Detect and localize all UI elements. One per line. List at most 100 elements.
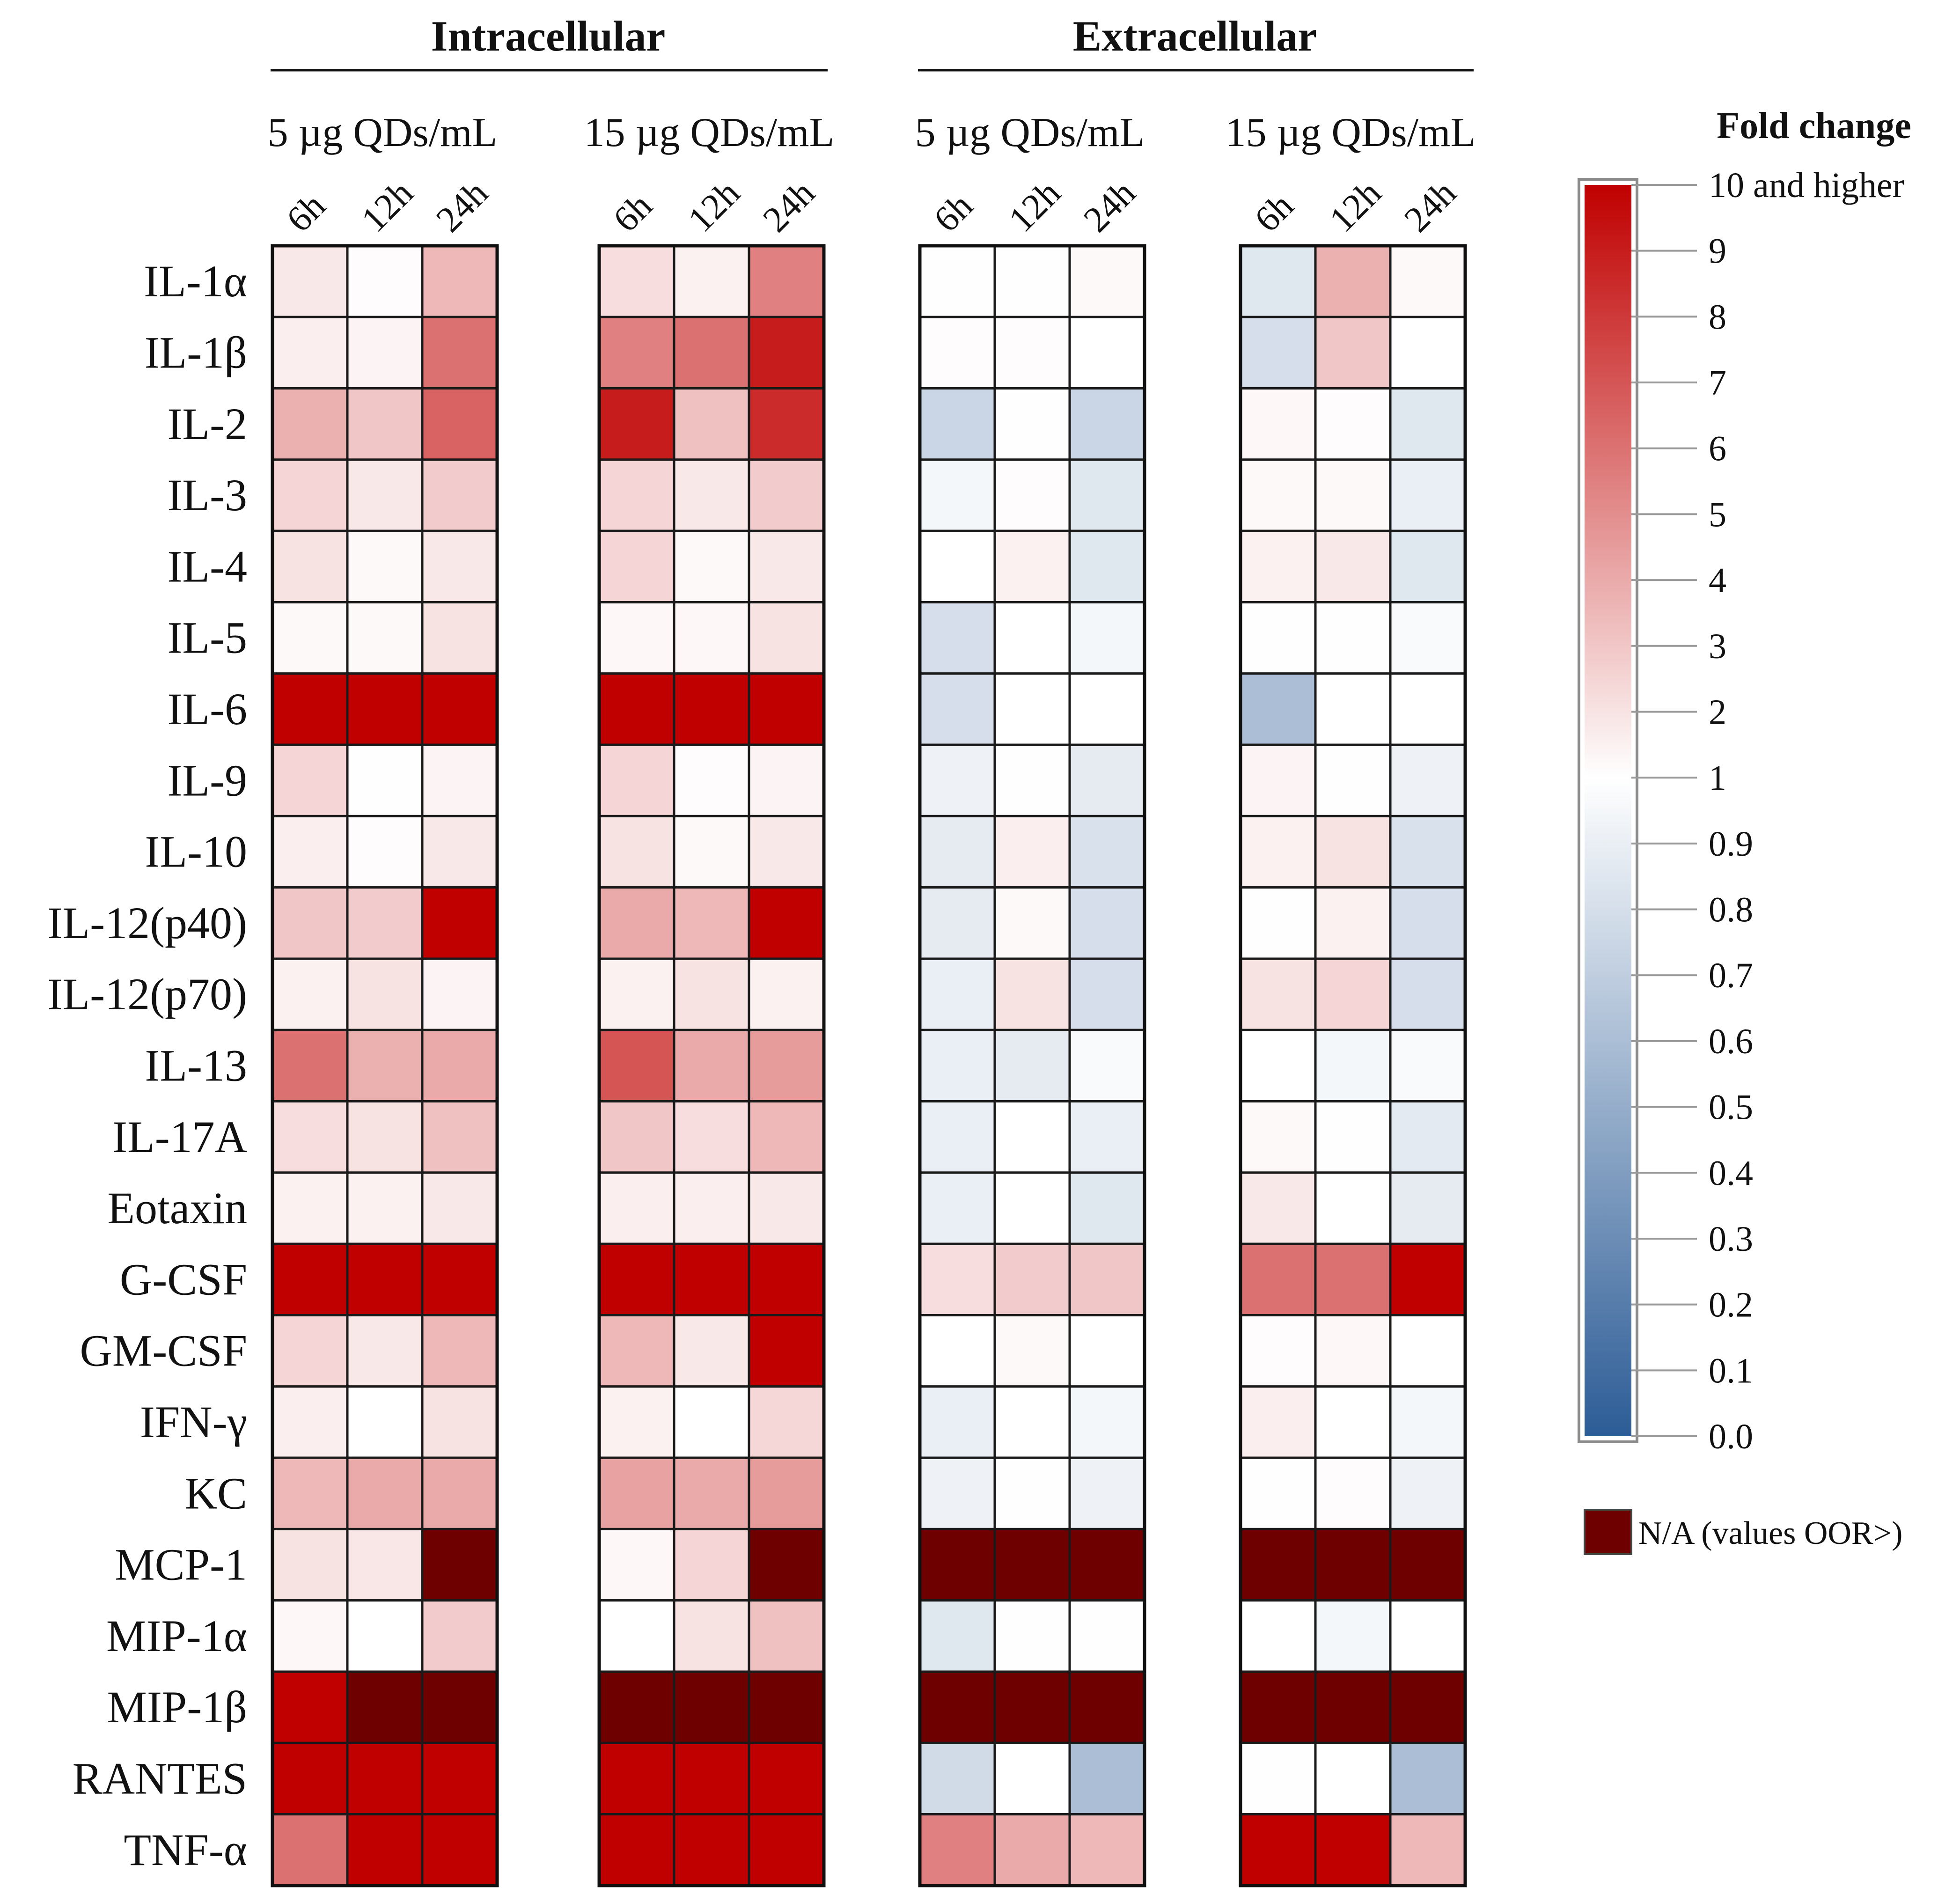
heatmap-cell: [598, 815, 675, 889]
heatmap-cell: [346, 957, 424, 1031]
heatmap-cell: [918, 1527, 996, 1602]
heatmap-cell: [421, 1670, 499, 1744]
heatmap-cell: [271, 529, 349, 603]
heatmap-cell: [918, 672, 996, 746]
legend-tick-label: 0.4: [1709, 1153, 1753, 1193]
heatmap-cell: [598, 1741, 675, 1816]
heatmap-cell: [421, 1171, 499, 1245]
heatmap-cell: [1239, 1171, 1317, 1245]
heatmap-cell: [993, 815, 1071, 889]
block-outline: [1239, 244, 1467, 1887]
row-label-il-1: IL-1α: [144, 256, 247, 306]
heatmap-cell: [1389, 529, 1467, 603]
heatmap-cell: [993, 672, 1071, 746]
heatmap-cell: [1389, 1171, 1467, 1245]
heatmap-cell: [1239, 529, 1317, 603]
heatmap-cell: [993, 1599, 1071, 1673]
legend-tick-label: 1: [1709, 758, 1726, 798]
heatmap-cell: [748, 886, 825, 960]
heatmap-cell: [421, 458, 499, 532]
heatmap-cell: [1068, 886, 1146, 960]
heatmap-cell: [993, 1100, 1071, 1174]
time-label-12h: 12h: [1321, 172, 1389, 240]
heatmap-cell: [1068, 458, 1146, 532]
heatmap-cell: [271, 957, 349, 1031]
heatmap-cell: [1068, 1242, 1146, 1316]
heatmap-cell: [421, 244, 499, 318]
heatmap-cell: [673, 1813, 750, 1887]
heatmap-cell: [993, 1670, 1071, 1744]
time-label-12h: 12h: [1001, 172, 1068, 240]
heatmap-cell: [598, 1599, 675, 1673]
heatmap-cell: [1068, 1599, 1146, 1673]
heatmap-cell: [271, 1741, 349, 1816]
heatmap-cell: [918, 1385, 996, 1459]
heatmap-cell: [1068, 957, 1146, 1031]
chart-headers: Intracellular Extracellular 5 µg QDs/mL 6h 1…: [268, 12, 1476, 240]
heatmap-cell: [271, 815, 349, 889]
block-outline: [597, 244, 826, 1887]
heatmap-cell: [1314, 1741, 1392, 1816]
heatmap-cell: [421, 529, 499, 603]
heatmap-cell: [598, 1670, 675, 1744]
heatmap-cell: [271, 1527, 349, 1602]
heatmap-cell: [598, 1242, 675, 1316]
heatmap-cell: [1389, 1100, 1467, 1174]
heatmap-cell: [748, 1242, 825, 1316]
concentration-label: 15 µg QDs/mL: [584, 110, 835, 155]
heatmap-cell: [1389, 244, 1467, 318]
heatmap-cell: [1389, 1599, 1467, 1673]
heatmap-cell: [421, 672, 499, 746]
heatmap-cell: [421, 1385, 499, 1459]
heatmap-cell: [673, 1314, 750, 1388]
heatmap-cell: [271, 672, 349, 746]
heatmap-cell: [1068, 815, 1146, 889]
heatmap-cell: [748, 529, 825, 603]
heatmap-cell: [421, 1813, 499, 1887]
heatmap-cell: [271, 316, 349, 390]
heatmap-cell: [1314, 1527, 1392, 1602]
heatmap-cell: [1239, 316, 1317, 390]
heatmap-cell: [346, 1171, 424, 1245]
row-label-tnf: TNF-α: [124, 1825, 247, 1875]
heatmap-cell: [271, 244, 349, 318]
heatmap-cell: [748, 1741, 825, 1816]
heatmap-cell: [1239, 1456, 1317, 1530]
legend-tick-label: 0.8: [1709, 890, 1753, 930]
heatmap-cell: [1314, 1028, 1392, 1103]
heatmap-cell: [1239, 1599, 1317, 1673]
heatmap-cell: [1239, 1100, 1317, 1174]
row-label-mip-1: MIP-1α: [106, 1611, 247, 1661]
heatmap-cell: [271, 886, 349, 960]
heatmap-cell: [421, 1100, 499, 1174]
heatmap-cell: [918, 316, 996, 390]
heatmap-cell: [673, 1171, 750, 1245]
row-label-il-2: IL-2: [167, 399, 247, 449]
heatmap-cell: [421, 815, 499, 889]
heatmap-cell: [1239, 672, 1317, 746]
heatmap-cell: [1314, 815, 1392, 889]
heatmap-cell: [1314, 957, 1392, 1031]
heatmap-cell: [993, 1456, 1071, 1530]
heatmap-cell: [918, 1670, 996, 1744]
heatmap-cell: [271, 601, 349, 675]
heatmap-cell: [918, 1028, 996, 1103]
row-label-il-12-p70: IL-12(p70): [47, 969, 247, 1019]
row-label-mcp-1: MCP-1: [115, 1540, 247, 1590]
heatmap-cell: [673, 1670, 750, 1744]
heatmap-cell: [1314, 458, 1392, 532]
legend-tick-label: 0.3: [1709, 1219, 1753, 1259]
heatmap-cell: [1314, 244, 1392, 318]
row-label-il-12-p40: IL-12(p40): [47, 898, 247, 948]
heatmap-cell: [993, 1813, 1071, 1887]
heatmap-cell: [346, 743, 424, 817]
group-title-extracellular: Extracellular: [1073, 12, 1317, 60]
time-label-6h: 6h: [279, 185, 333, 240]
heatmap-cell: [271, 1385, 349, 1459]
group-title-intracellular: Intracellular: [431, 12, 666, 60]
time-label-6h: 6h: [926, 185, 981, 240]
heatmap-cell: [748, 316, 825, 390]
heatmap-cell: [1314, 1599, 1392, 1673]
heatmap-cell: [993, 529, 1071, 603]
